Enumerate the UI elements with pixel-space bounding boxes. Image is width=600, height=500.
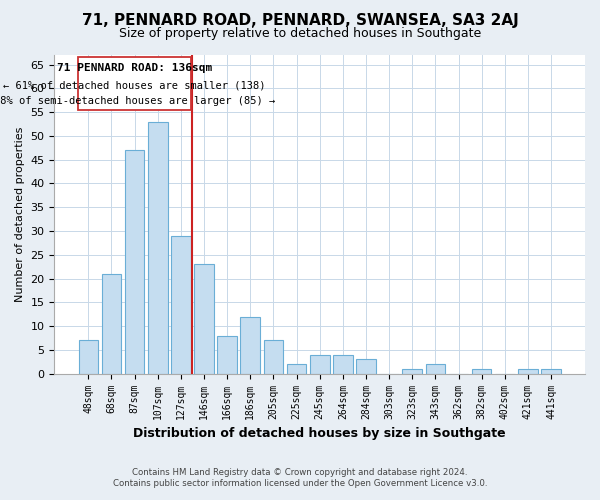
FancyBboxPatch shape — [78, 58, 191, 110]
Text: 38% of semi-detached houses are larger (85) →: 38% of semi-detached houses are larger (… — [0, 96, 275, 106]
Bar — [472, 369, 491, 374]
Bar — [333, 354, 353, 374]
Text: ← 61% of detached houses are smaller (138): ← 61% of detached houses are smaller (13… — [4, 80, 266, 90]
Bar — [171, 236, 191, 374]
Y-axis label: Number of detached properties: Number of detached properties — [15, 126, 25, 302]
Bar — [125, 150, 145, 374]
Bar — [148, 122, 167, 374]
Bar — [263, 340, 283, 374]
Bar — [217, 336, 237, 374]
Bar — [287, 364, 307, 374]
Bar — [310, 354, 329, 374]
Bar — [518, 369, 538, 374]
Text: 71 PENNARD ROAD: 136sqm: 71 PENNARD ROAD: 136sqm — [57, 63, 212, 73]
Text: Contains HM Land Registry data © Crown copyright and database right 2024.
Contai: Contains HM Land Registry data © Crown c… — [113, 468, 487, 487]
Bar — [194, 264, 214, 374]
Bar — [101, 274, 121, 374]
Text: 71, PENNARD ROAD, PENNARD, SWANSEA, SA3 2AJ: 71, PENNARD ROAD, PENNARD, SWANSEA, SA3 … — [82, 12, 518, 28]
Text: Size of property relative to detached houses in Southgate: Size of property relative to detached ho… — [119, 28, 481, 40]
Bar — [403, 369, 422, 374]
Bar — [79, 340, 98, 374]
Bar — [241, 316, 260, 374]
Bar — [356, 360, 376, 374]
Bar — [425, 364, 445, 374]
X-axis label: Distribution of detached houses by size in Southgate: Distribution of detached houses by size … — [133, 427, 506, 440]
Bar — [541, 369, 561, 374]
